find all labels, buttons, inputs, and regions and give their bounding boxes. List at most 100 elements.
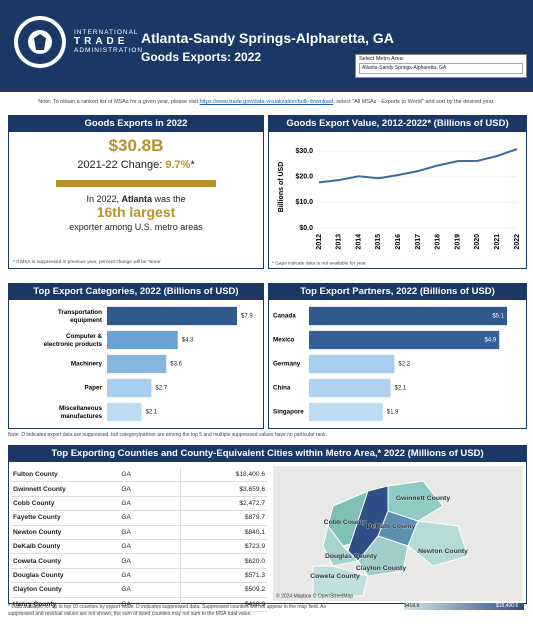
table-row: Fayette County GA $879.7 [11, 510, 267, 526]
subtitle: Goods Exports: 2022 [141, 50, 262, 64]
x-tick-label: 2015 [375, 234, 382, 250]
category-label: Singapore [273, 409, 304, 416]
map-label: Coweta County [310, 573, 360, 580]
table-cell: Cobb County [11, 496, 120, 512]
category-label: Mexico [273, 337, 295, 344]
y-tick-label: $30.0 [295, 148, 313, 155]
table-row: Coweta County GA $620.0 [11, 553, 267, 569]
table-cell: Douglas County [11, 568, 120, 584]
panel-title: Top Export Partners, 2022 (Billions of U… [269, 284, 526, 300]
table-cell: GA [119, 553, 181, 569]
table-cell: $2,472.7 [179, 496, 267, 512]
note: Note: D indicates export data are suppre… [8, 432, 328, 438]
table-cell: Fulton County [11, 468, 120, 483]
x-tick-label: 2019 [454, 234, 461, 250]
kpi-text: was the [152, 194, 186, 204]
table-cell: $418.9 [179, 597, 267, 612]
divider [56, 180, 216, 187]
bar [309, 402, 383, 422]
x-tick-label: 2018 [435, 234, 442, 250]
link[interactable]: https://www.trade.gov/data-visualization… [199, 99, 334, 105]
panel-title: Goods Exports in 2022 [9, 116, 263, 132]
bar-panel: Top Export Categories, 2022 (Billions of… [8, 283, 264, 429]
kpi-text: Atlanta [121, 194, 152, 204]
category-label: Machinery [71, 361, 103, 368]
selector-label: Select Metro Area: [359, 56, 405, 62]
table-cell: GA [119, 496, 181, 512]
value-label: $2.1 [395, 386, 407, 392]
value-label: $2.2 [398, 362, 410, 368]
kpi-value: $30.8B [108, 136, 164, 155]
category-label: Germany [273, 361, 301, 368]
dropdown[interactable]: Atlanta-Sandy Springs-Alpharetta, GA [359, 63, 523, 74]
table-cell: GA [119, 510, 181, 526]
line-chart: Billions of USD $0.0 $10.0 $20.0 $30.0 2012 20… [272, 148, 521, 266]
panel-title: Goods Export Value, 2012-2022* (Billions… [269, 116, 526, 132]
table-cell: Newton County [11, 525, 120, 540]
category-label: Miscellaneous manufactures [59, 405, 103, 420]
agency: INTERNATIONAL TRADE ADMINISTRATION [74, 28, 143, 55]
bar [107, 402, 142, 422]
bar [107, 306, 237, 326]
y-tick-label: $0.0 [299, 225, 313, 232]
value-label: $2.7 [155, 386, 167, 392]
kpi-panel: Goods Exports in 2022 $30.8B 2021-22 Cha… [8, 115, 264, 269]
map-label: Cobb County [324, 519, 367, 526]
legend-gradient [404, 603, 524, 610]
category-label: China [273, 385, 291, 392]
value-label: $7.9 [241, 314, 253, 320]
panel-title: Top Export Categories, 2022 (Billions of… [9, 284, 263, 300]
map-label: DeKalb County [367, 523, 416, 530]
kpi-label: 2021-22 Change: [77, 159, 166, 171]
table-cell: GA [119, 525, 181, 540]
panel-title: Top Exporting Counties and County-Equiva… [9, 446, 526, 462]
y-tick-label: $20.0 [295, 174, 313, 181]
table-cell: Fayette County [11, 510, 120, 526]
category-label: Paper [84, 385, 102, 392]
x-tick-label: 2014 [355, 234, 362, 250]
table-cell: $723.9 [179, 539, 267, 555]
bar [309, 354, 395, 374]
table-cell: GA [119, 582, 181, 598]
legend-label: $418.9 [404, 603, 420, 609]
header: INTERNATIONAL TRADE ADMINISTRATION Atlan… [0, 0, 533, 92]
table-row: Gwinnett County GA $3,659.6 [11, 481, 267, 497]
bar [309, 306, 507, 326]
x-tick-label: 2020 [474, 234, 481, 250]
value-label: $4.3 [182, 338, 194, 344]
kpi-rank: 16th largest [96, 204, 176, 220]
table-cell: $3,659.6 [179, 481, 267, 497]
kpi-text: In 2022, [86, 194, 122, 204]
footnote: * Data available for up to top 10 counti… [8, 604, 326, 617]
table-cell: GA [119, 568, 181, 584]
footnote: * Gaps indicate data is not available fo… [272, 260, 367, 266]
bar-panel: Top Export Partners, 2022 (Billions of U… [268, 283, 527, 429]
x-tick-label: 2022 [514, 234, 521, 250]
category-label: Computer & electronic products [44, 333, 103, 348]
value-label: $2.1 [146, 410, 158, 416]
table-row: Cobb County GA $2,472.7 [11, 496, 267, 512]
bar-chart: Transportation equipment $7.9 Computer & ele… [44, 306, 253, 422]
table-cell: DeKalb County [11, 539, 120, 555]
table-cell: $879.7 [179, 510, 267, 526]
bar [107, 378, 152, 398]
attribution: © 2024 Mapbox © OpenStreetMap [276, 592, 353, 599]
table-row: DeKalb County GA $723.9 [11, 539, 267, 555]
agency-line: INTERNATIONAL [74, 29, 139, 36]
table-cell: Henry County [11, 597, 120, 612]
x-tick-label: 2016 [395, 234, 402, 250]
kpi-text: exporter among U.S. metro areas [69, 222, 203, 232]
title: Atlanta-Sandy Springs-Alpharetta, GA [141, 30, 394, 46]
seal [14, 16, 66, 68]
map-label: Newton County [418, 548, 468, 555]
bar [107, 354, 167, 374]
line-panel: Goods Export Value, 2012-2022* (Billions… [268, 115, 527, 269]
table-cell: Coweta County [11, 553, 120, 569]
category-label: Transportation equipment [58, 309, 103, 324]
table-cell: $840.1 [179, 525, 267, 540]
selector: Select Metro Area: Atlanta-Sandy Springs… [355, 54, 527, 78]
county-table: Fulton County GA $18,400.6 Gwinnett County G… [11, 468, 267, 612]
bar [309, 330, 500, 350]
